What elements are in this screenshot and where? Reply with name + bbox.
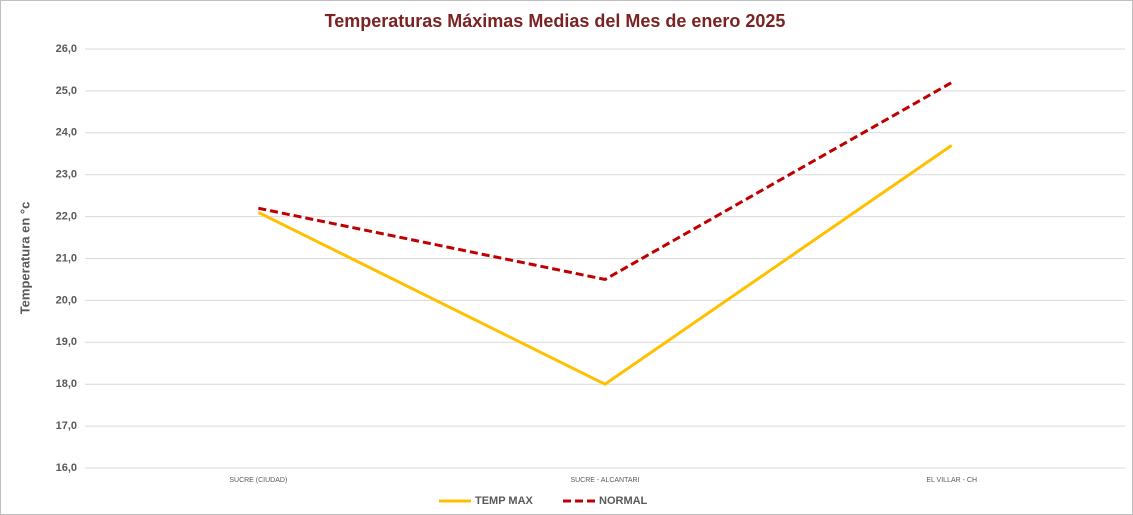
chart-title: Temperaturas Máximas Medias del Mes de e… bbox=[325, 11, 786, 31]
legend-label: NORMAL bbox=[599, 495, 648, 507]
series-line bbox=[257, 144, 953, 386]
y-tick-label: 26,0 bbox=[56, 43, 77, 55]
y-tick-label: 22,0 bbox=[56, 211, 77, 223]
y-tick-label: 16,0 bbox=[56, 462, 77, 474]
y-tick-label: 19,0 bbox=[56, 336, 77, 348]
y-tick-label: 23,0 bbox=[56, 169, 77, 181]
x-tick-label: SUCRE - ALCANTARI bbox=[570, 477, 639, 484]
series-line bbox=[258, 81, 953, 282]
x-tick-label: EL VILLAR - CH bbox=[926, 477, 977, 484]
y-tick-label: 25,0 bbox=[56, 85, 77, 97]
y-tick-label: 20,0 bbox=[56, 294, 77, 306]
legend-label: TEMP MAX bbox=[475, 495, 534, 507]
y-axis-label: Temperatura en °c bbox=[17, 202, 32, 315]
y-tick-label: 18,0 bbox=[56, 378, 77, 390]
y-tick-label: 24,0 bbox=[56, 127, 77, 139]
y-tick-label: 21,0 bbox=[56, 252, 77, 264]
y-tick-label: 17,0 bbox=[56, 420, 77, 432]
x-tick-label: SUCRE (CIUDAD) bbox=[229, 477, 287, 484]
